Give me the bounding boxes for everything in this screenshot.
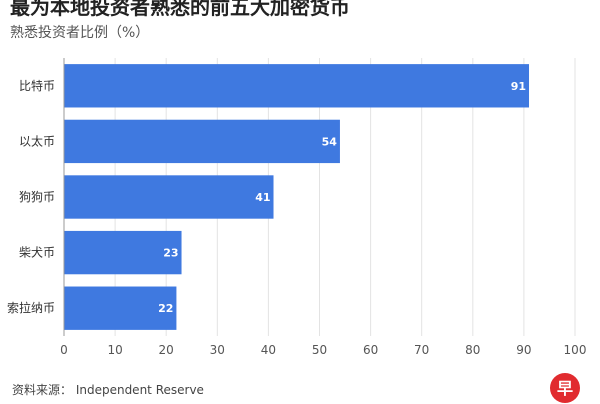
- y-category-label: 索拉纳币: [7, 300, 55, 315]
- bar-value-label: 91: [511, 80, 526, 93]
- x-tick-label: 80: [465, 343, 480, 357]
- chart-subtitle: 熟悉投资者比例（%）: [10, 25, 150, 41]
- x-tick-label: 60: [363, 343, 378, 357]
- y-category-label: 以太币: [19, 133, 55, 148]
- x-tick-label: 10: [107, 343, 122, 357]
- x-tick-label: 70: [414, 343, 429, 357]
- bar: [64, 119, 340, 164]
- x-tick-label: 20: [159, 343, 174, 357]
- bar: [64, 64, 530, 108]
- y-category-label: 柴犬币: [19, 246, 55, 260]
- x-tick-label: 50: [312, 343, 327, 357]
- bar-value-label: 22: [158, 302, 173, 315]
- x-tick-label: 90: [516, 343, 531, 357]
- bar-value-label: 54: [322, 135, 338, 148]
- x-tick-label: 30: [210, 343, 225, 357]
- chart-title: 最为本地投资者熟悉的前五大加密货币: [10, 0, 350, 19]
- publisher-logo-icon: 早: [550, 373, 580, 403]
- x-tick-label: 100: [564, 343, 587, 357]
- x-tick-label: 0: [60, 343, 68, 357]
- bar-chart: 0 10 20 30 40 50 60 70 80 90 100 91 比特币 54 以太币 41 狗狗币 23 柴…: [7, 58, 587, 357]
- bar-value-label: 41: [255, 191, 270, 204]
- bar: [64, 286, 177, 330]
- y-category-label: 狗狗币: [19, 190, 55, 204]
- source-note: 资料来源： Independent Reserve: [12, 383, 204, 397]
- logo-glyph: 早: [557, 379, 573, 398]
- x-tick-label: 40: [261, 343, 276, 357]
- bar: [64, 230, 182, 275]
- bar-value-label: 23: [163, 247, 178, 260]
- bar: [64, 175, 274, 219]
- y-category-label: 比特币: [19, 78, 55, 93]
